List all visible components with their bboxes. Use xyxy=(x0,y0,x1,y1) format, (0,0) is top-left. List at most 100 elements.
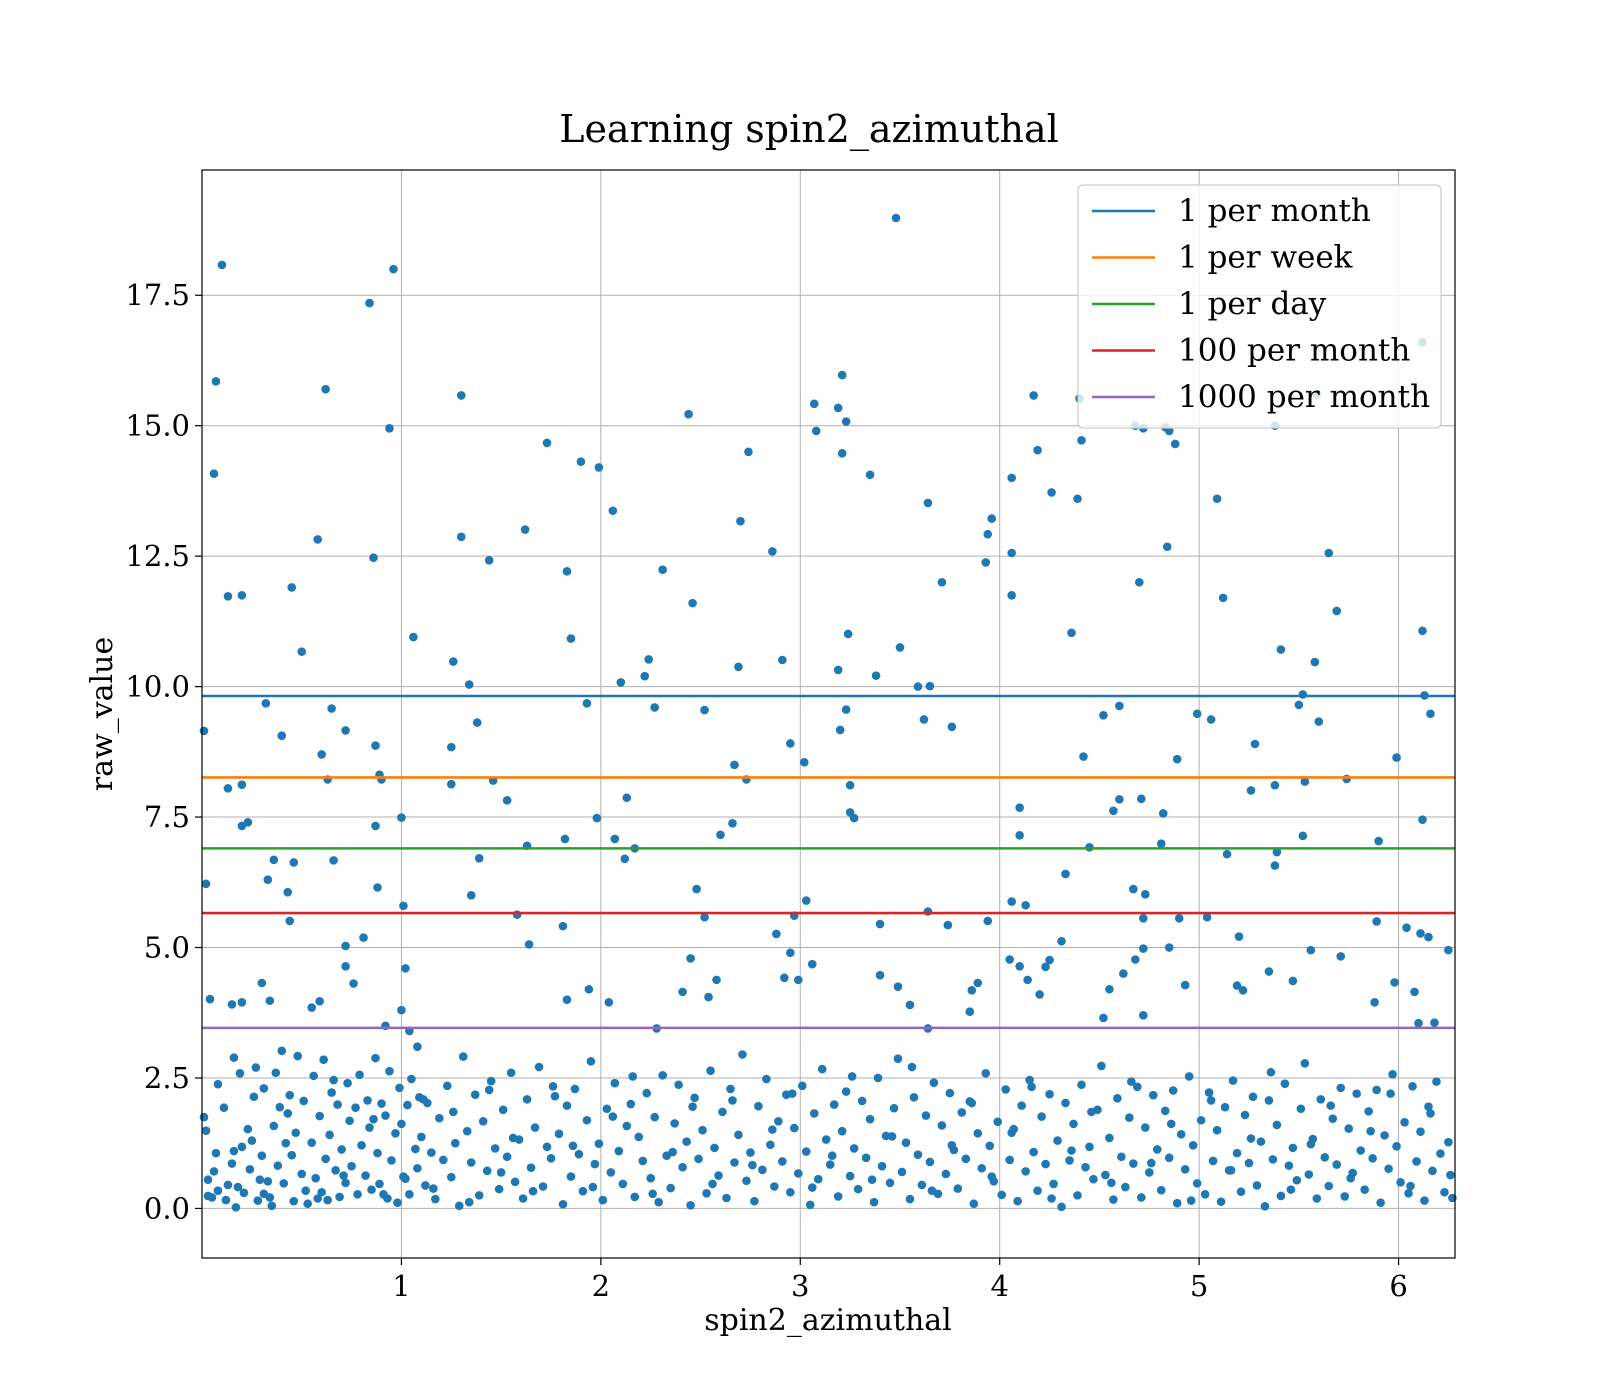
data-point xyxy=(748,1160,757,1170)
data-point xyxy=(419,1095,428,1104)
legend-label: 1 per day xyxy=(1178,286,1327,322)
data-point xyxy=(997,1190,1007,1200)
data-point xyxy=(1156,839,1166,848)
data-point xyxy=(843,629,853,639)
data-point xyxy=(293,1051,303,1061)
legend-label: 100 per month xyxy=(1178,333,1410,369)
data-point xyxy=(734,1130,743,1140)
data-point xyxy=(865,470,875,480)
data-point xyxy=(560,834,570,844)
data-point xyxy=(602,1104,612,1114)
data-point xyxy=(273,1161,283,1170)
data-point xyxy=(726,1084,735,1094)
data-point xyxy=(983,916,993,926)
data-point xyxy=(961,1154,971,1164)
data-point xyxy=(309,1071,318,1081)
data-point xyxy=(1284,1161,1294,1170)
data-point xyxy=(407,1074,416,1084)
data-point xyxy=(869,1197,879,1207)
data-point xyxy=(548,1082,558,1091)
data-point xyxy=(925,1157,935,1167)
data-point xyxy=(470,1090,480,1099)
data-point xyxy=(417,1132,426,1142)
data-point xyxy=(889,1103,899,1113)
data-point xyxy=(885,1178,895,1188)
data-point xyxy=(640,671,650,681)
data-point xyxy=(498,1105,508,1115)
data-point xyxy=(456,532,466,542)
data-point xyxy=(448,657,458,666)
data-point xyxy=(849,1144,859,1153)
data-point xyxy=(809,399,819,409)
data-point xyxy=(835,725,845,735)
x-tick-label: 5 xyxy=(1190,1269,1208,1303)
data-point xyxy=(227,1000,237,1009)
data-point xyxy=(1296,1104,1306,1114)
data-point xyxy=(331,1166,340,1175)
data-point xyxy=(1280,1079,1290,1089)
data-point xyxy=(365,1123,374,1132)
data-point xyxy=(893,982,903,991)
data-point xyxy=(223,784,233,793)
data-point xyxy=(1324,548,1334,558)
data-point xyxy=(431,1194,440,1204)
data-point xyxy=(397,813,406,822)
data-point xyxy=(688,1102,697,1111)
data-point xyxy=(772,929,781,939)
data-point xyxy=(1138,944,1148,953)
data-point xyxy=(1007,897,1016,906)
data-point xyxy=(367,1185,376,1194)
data-point xyxy=(678,987,687,997)
data-point xyxy=(674,1080,683,1090)
data-point xyxy=(1131,955,1140,964)
data-point xyxy=(865,1114,875,1124)
data-point xyxy=(1206,1096,1216,1105)
data-point xyxy=(1085,1142,1094,1152)
data-point xyxy=(1180,980,1190,990)
data-point xyxy=(598,1195,608,1205)
data-point xyxy=(341,726,350,735)
data-point xyxy=(205,994,215,1004)
data-point xyxy=(303,1199,312,1209)
data-point xyxy=(788,1089,797,1098)
data-point xyxy=(1015,962,1024,971)
data-point xyxy=(474,1191,484,1200)
data-point xyxy=(594,1139,604,1149)
data-point xyxy=(237,998,247,1007)
data-point xyxy=(682,1137,691,1146)
data-point xyxy=(1424,932,1433,942)
data-point xyxy=(578,1186,588,1196)
data-point xyxy=(490,1144,500,1153)
data-point xyxy=(1444,1137,1453,1147)
data-point xyxy=(456,391,466,400)
data-point xyxy=(209,469,219,479)
data-point xyxy=(313,535,322,544)
data-point xyxy=(1232,981,1242,990)
data-point xyxy=(638,1156,648,1166)
data-point xyxy=(845,1171,855,1181)
data-point xyxy=(361,1171,370,1180)
data-point xyxy=(778,1157,787,1166)
data-point xyxy=(237,780,247,790)
data-point xyxy=(325,1130,334,1140)
data-point xyxy=(1007,548,1016,558)
data-point xyxy=(1388,1070,1397,1079)
data-point xyxy=(221,1195,231,1205)
data-point xyxy=(201,1126,211,1135)
data-point xyxy=(1352,1089,1361,1098)
data-point xyxy=(1406,1181,1415,1191)
data-point xyxy=(1125,1113,1134,1122)
data-point xyxy=(1129,1159,1138,1168)
data-point xyxy=(508,1133,518,1143)
data-point xyxy=(381,1111,390,1120)
data-point xyxy=(1244,1158,1254,1168)
data-point xyxy=(1228,1076,1238,1085)
data-point xyxy=(1027,1082,1036,1092)
data-point xyxy=(1015,803,1024,812)
data-point xyxy=(770,1182,779,1191)
data-point xyxy=(1200,1190,1210,1199)
data-point xyxy=(397,1119,406,1129)
data-point xyxy=(1129,884,1138,894)
data-point xyxy=(1105,984,1114,994)
data-point xyxy=(670,1119,679,1128)
